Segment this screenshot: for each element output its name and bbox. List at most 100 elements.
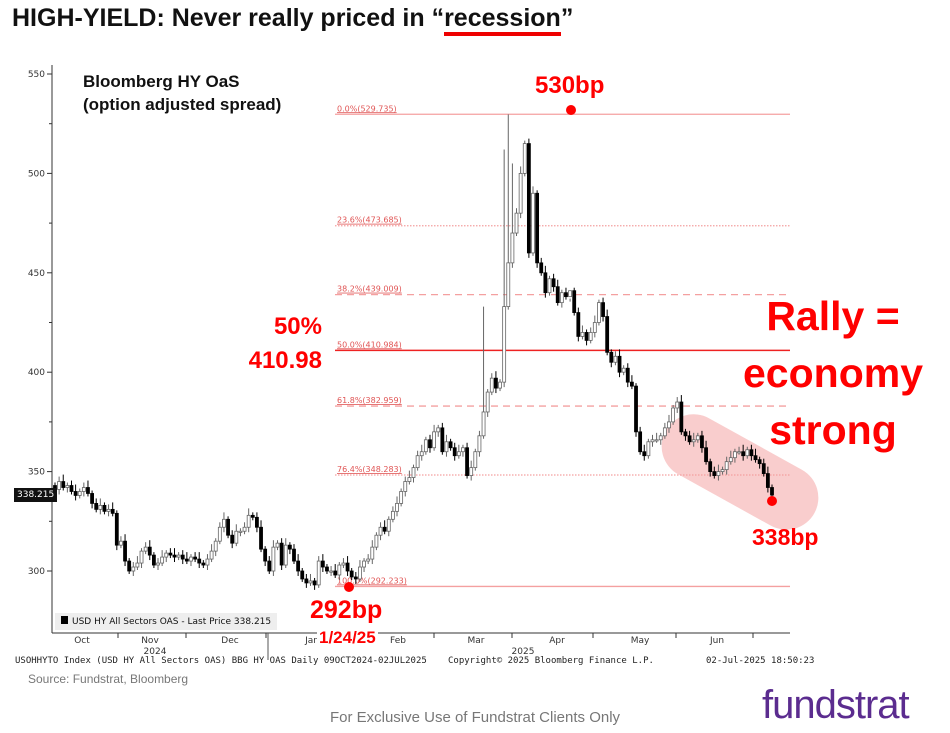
candle-body <box>139 550 144 564</box>
fib-label: 38.2%(439.009) <box>337 285 402 294</box>
candle-body <box>246 514 251 528</box>
candle-body <box>473 451 478 469</box>
candle-body <box>345 562 350 572</box>
fib-label: 23.6%(473.685) <box>337 216 402 225</box>
candle-body <box>506 262 511 307</box>
candle-body <box>362 560 366 568</box>
candle-body <box>275 542 280 548</box>
peak-annotation: 530bp <box>535 72 605 99</box>
candle-body <box>69 485 74 492</box>
candle-body <box>411 467 416 478</box>
annotation-dot <box>566 105 576 115</box>
subtitle-line1: Bloomberg HY OaS <box>83 72 240 91</box>
title-suffix: ” <box>560 4 574 32</box>
candle-body <box>119 540 123 546</box>
candle-body <box>580 332 585 337</box>
month-label: Feb <box>390 636 406 646</box>
disclaimer: For Exclusive Use of Fundstrat Clients O… <box>329 709 621 726</box>
candle-body <box>242 526 247 532</box>
candle-body <box>469 467 474 476</box>
rally-line1: Rally = <box>766 293 900 339</box>
candle-body <box>147 546 152 556</box>
candle-body <box>176 554 181 558</box>
y-tick-label: 500 <box>28 169 45 179</box>
candle-body <box>279 542 284 566</box>
candle-body <box>716 471 721 476</box>
candle-body <box>423 439 428 453</box>
candle-body <box>65 485 70 488</box>
candle-body <box>296 560 301 572</box>
footer-info: USOHHYTO Index (USD HY All Sectors OAS) … <box>15 656 427 666</box>
legend-label: USD HY All Sectors OAS - Last Price 338.… <box>72 617 272 627</box>
y-tick-label: 400 <box>28 368 45 378</box>
candle-body <box>634 385 638 433</box>
candle-body <box>234 530 239 544</box>
year-label: 2024 <box>144 647 167 657</box>
candle-body <box>151 554 156 566</box>
candle-body <box>114 512 119 546</box>
candle-body <box>205 558 210 566</box>
candle-body <box>629 381 634 387</box>
candle-body <box>201 562 206 566</box>
candle-body <box>720 469 725 472</box>
candle-body <box>123 540 127 562</box>
month-label: Apr <box>549 636 565 646</box>
candle-body <box>77 491 82 496</box>
candle-body <box>403 481 408 492</box>
candle-body <box>737 451 741 454</box>
title-text: HIGH-YIELD: Never really priced in “ <box>12 4 445 32</box>
month-label: Nov <box>141 636 159 646</box>
candle-body <box>749 449 754 457</box>
month-label: Dec <box>221 636 238 646</box>
candle-body <box>584 332 589 341</box>
fib-label: 76.4%(348.283) <box>337 465 402 474</box>
candle-body <box>547 278 552 294</box>
candle-body <box>308 580 313 584</box>
candle-body <box>613 355 618 363</box>
candle-body <box>642 451 647 457</box>
candle-body <box>160 556 165 564</box>
rally-line2: economy <box>743 350 923 396</box>
candle-body <box>337 564 342 576</box>
candle-body <box>358 566 362 580</box>
candle-body <box>193 556 198 560</box>
candle-body <box>712 471 717 476</box>
candle-body <box>526 143 531 254</box>
candle-body <box>646 441 651 457</box>
candle-body <box>481 411 486 437</box>
candle-body <box>770 487 774 496</box>
candle-body <box>230 534 235 544</box>
candle-body <box>316 560 321 586</box>
candle-body <box>498 381 502 389</box>
candle-body <box>708 461 713 473</box>
title-highlight: recession <box>444 4 561 36</box>
candle-body <box>110 508 115 514</box>
candle-body <box>250 514 255 518</box>
annotation-dot <box>767 496 777 506</box>
candle-body <box>753 455 758 461</box>
legend-swatch <box>61 616 68 624</box>
candle-body <box>213 540 218 552</box>
candle-body <box>609 351 614 363</box>
candle-body <box>217 526 222 542</box>
candle-body <box>374 534 379 548</box>
candle-body <box>700 435 704 449</box>
y-tick-label: 350 <box>28 468 45 478</box>
candle-body <box>283 544 288 566</box>
candle-body <box>353 576 358 580</box>
copyright: Copyright© 2025 Bloomberg Finance L.P. <box>448 656 654 666</box>
candle-body <box>222 518 226 528</box>
rally-annotation: Rally = economy strong <box>735 288 931 459</box>
candle-body <box>564 292 568 298</box>
y-tick-label: 300 <box>28 567 45 577</box>
low-date-annotation: 1/24/25 <box>317 628 378 648</box>
candle-body <box>172 554 177 558</box>
fib-label: 100.0%(292.233) <box>337 576 407 585</box>
candle-body <box>341 562 346 566</box>
candle-body <box>667 421 671 429</box>
y-tick-label: 450 <box>28 269 45 279</box>
candle-body <box>551 278 556 288</box>
candle-body <box>386 518 391 532</box>
timestamp: 02-Jul-2025 18:50:23 <box>706 656 815 666</box>
